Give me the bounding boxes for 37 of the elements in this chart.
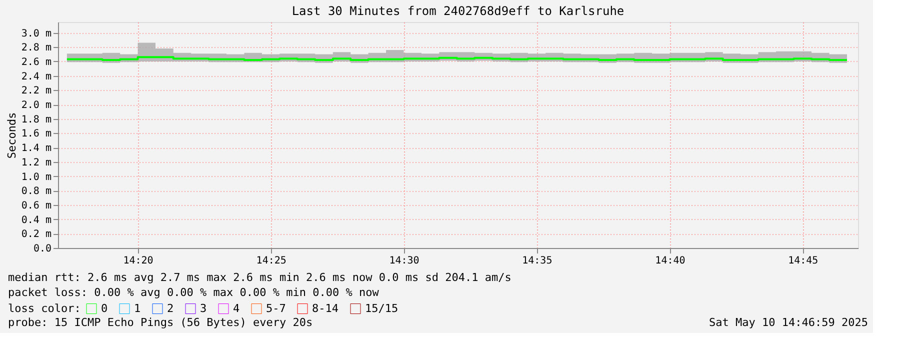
y-tick-label: 0.0 [33,244,52,254]
y-tick-label: 1.6 m [21,128,52,140]
y-tick-label: 1.0 m [21,172,52,183]
legend-label: 4 [233,302,240,315]
x-tick-label: 14:30 [389,256,420,266]
legend-label: 0 [101,302,108,315]
legend-label: 2 [167,302,174,315]
chart-title: Last 30 Minutes from 2402768d9eff to Karlsruhe [292,4,624,18]
y-tick-label: 1.4 m [21,143,52,154]
legend-label: 8-14 [312,302,339,315]
x-tick-label: 14:45 [788,256,818,266]
legend-label: 15/15 [365,302,398,315]
y-tick-label: 2.0 m [21,100,52,112]
y-tick-label: 1.2 m [21,157,52,168]
x-tick-label: 14:25 [256,256,286,266]
text: median rtt: 2.6 ms avg 2.7 ms max 2.6 ms min 2.6 ms now 0.0 ms sd 204.1 am/s [8,271,512,284]
text: packet loss: 0.00 % avg 0.00 % max 0.00 % min 0.00 % now [8,286,380,299]
y-axis-title: Seconds [5,112,18,159]
text: Sat May 10 14:46:59 2025 [709,316,868,329]
y-tick-label: 0.6 m [21,200,52,212]
y-tick-label: 0.4 m [21,214,52,226]
text: probe: 15 ICMP Echo Pings (56 Bytes) every 20s [8,316,313,329]
x-tick-label: 14:35 [522,256,552,266]
legend-label: 3 [200,302,207,315]
x-tick-label: 14:20 [123,256,154,266]
y-tick-label: 2.2 m [21,86,52,97]
y-tick-label: 0.2 m [21,229,52,240]
y-tick-label: 0.8 m [21,186,52,198]
y-tick-label: 3.0 m [21,28,52,40]
legend-label: 5-7 [266,302,286,315]
legend-title: loss color: [8,302,81,315]
y-tick-label: 1.8 m [21,114,52,126]
y-tick-label: 2.4 m [21,71,52,82]
legend-label: 1 [134,302,141,315]
y-tick-label: 2.6 m [21,56,52,68]
x-tick-label: 14:40 [655,256,686,266]
y-tick-label: 2.8 m [21,42,52,54]
